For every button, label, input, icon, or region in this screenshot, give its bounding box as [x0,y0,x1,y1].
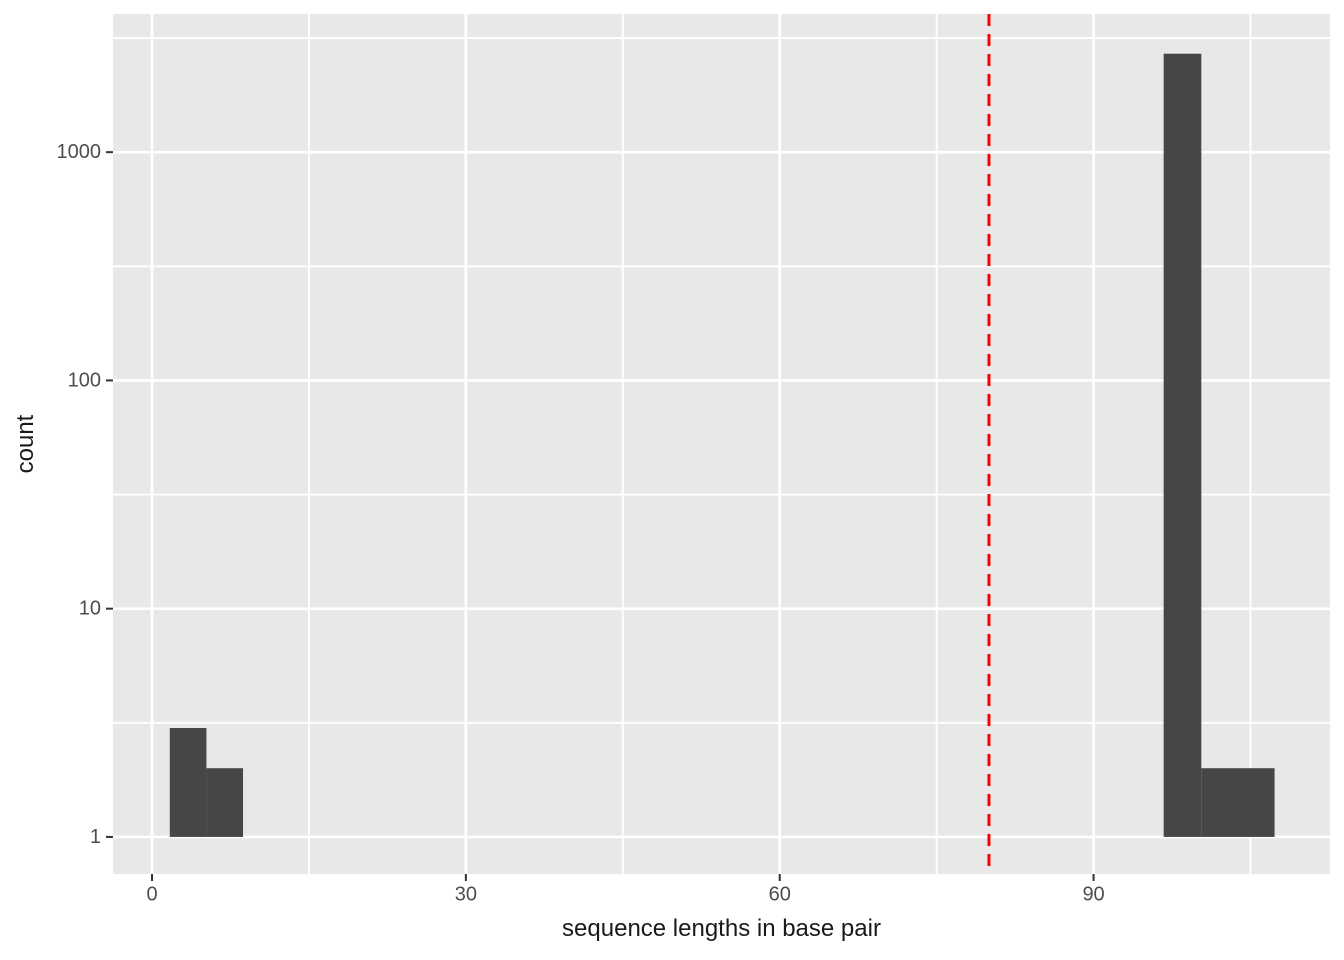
x-tick-label: 0 [146,884,157,906]
y-tick-label: 1 [90,826,101,848]
y-axis-title: count [11,414,39,474]
y-tick-label: 1000 [57,141,102,163]
y-tick-label: 10 [79,598,101,620]
histogram-bar [169,728,207,837]
x-axis-title: sequence lengths in base pair [562,915,881,942]
plot-panel [113,14,1330,874]
histogram-bar [1163,53,1202,837]
x-tick-label: 90 [1082,884,1104,906]
histogram-bar [206,768,244,837]
y-tick-label: 100 [68,369,101,391]
histogram-bar [1201,768,1275,837]
x-tick-label: 30 [455,884,477,906]
x-tick-label: 60 [769,884,791,906]
